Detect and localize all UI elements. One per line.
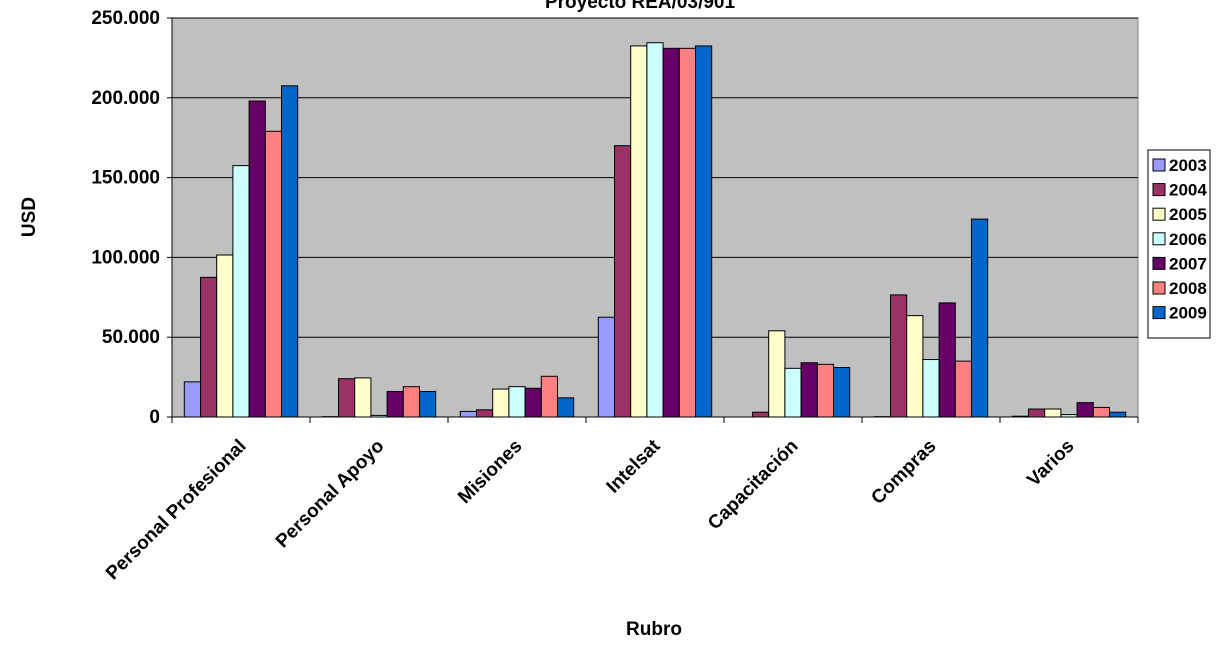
- legend-label: 2008: [1169, 279, 1207, 298]
- bar-2009: [696, 46, 712, 417]
- bar-2004: [753, 412, 769, 417]
- bar-2008: [955, 361, 971, 417]
- bar-2005: [1045, 409, 1061, 417]
- bar-2008: [541, 376, 557, 417]
- bar-2007: [249, 101, 265, 417]
- bar-2006: [923, 360, 939, 417]
- bar-2005: [769, 331, 785, 417]
- bar-2005: [493, 389, 509, 417]
- bar-2009: [972, 219, 988, 417]
- bar-2008: [403, 387, 419, 417]
- bar-2004: [615, 146, 631, 417]
- legend-swatch-2005: [1153, 208, 1165, 220]
- bar-2009: [420, 391, 436, 417]
- bar-2006: [647, 43, 663, 417]
- y-tick-label: 200.000: [91, 88, 160, 109]
- bar-2003: [184, 382, 200, 417]
- legend: 2003 2004 2005 2006 2007 2008 2009: [1148, 150, 1210, 338]
- x-axis-label: Rubro: [626, 619, 682, 640]
- bar-2004: [891, 295, 907, 417]
- legend-label: 2005: [1169, 205, 1207, 224]
- y-tick-label: 50.000: [102, 327, 160, 348]
- legend-swatch-2006: [1153, 233, 1165, 245]
- bar-2005: [355, 378, 371, 417]
- bar-2008: [1093, 407, 1109, 417]
- legend-label: 2004: [1169, 181, 1207, 200]
- x-tick-label: Personal Profesional: [102, 436, 251, 585]
- bar-2009: [834, 368, 850, 417]
- x-tick-label: Personal Apoyo: [272, 436, 389, 553]
- bar-2004: [201, 277, 217, 417]
- bar-2006: [233, 166, 249, 417]
- legend-label: 2003: [1169, 156, 1207, 175]
- bar-2005: [217, 255, 233, 417]
- bar-2007: [525, 388, 541, 417]
- legend-swatch-2004: [1153, 184, 1165, 196]
- y-tick-label: 100.000: [91, 247, 160, 268]
- y-axis-label: USD: [19, 197, 40, 237]
- legend-swatch-2009: [1153, 307, 1165, 319]
- bar-2003: [598, 317, 614, 417]
- x-tick-label: Capacitación: [704, 436, 802, 534]
- bar-2007: [801, 363, 817, 417]
- legend-swatch-2003: [1153, 159, 1165, 171]
- legend-swatch-2007: [1153, 257, 1165, 269]
- bar-2007: [1077, 403, 1093, 417]
- y-tick-label: 0: [149, 407, 160, 428]
- bar-2003: [460, 411, 476, 417]
- bar-2006: [509, 387, 525, 417]
- bar-2005: [631, 46, 647, 417]
- x-tick-label: Intelsat: [603, 435, 665, 497]
- bar-2005: [907, 316, 923, 417]
- bar-2009: [1110, 412, 1126, 417]
- bar-2009: [282, 86, 298, 417]
- legend-label: 2006: [1169, 230, 1207, 249]
- bar-2007: [939, 303, 955, 417]
- bar-2006: [785, 368, 801, 417]
- legend-swatch-2008: [1153, 282, 1165, 294]
- bar-2007: [387, 391, 403, 417]
- legend-label: 2007: [1169, 254, 1207, 273]
- y-tick-labels: 0 50.000 100.000 150.000 200.000 250.000: [91, 8, 160, 428]
- bar-2008: [679, 48, 695, 417]
- bar-2008: [817, 364, 833, 417]
- bar-2004: [1029, 409, 1045, 417]
- y-tick-label: 250.000: [91, 8, 160, 29]
- bar-2004: [477, 410, 493, 417]
- bar-2007: [663, 48, 679, 417]
- x-tick-label: Varios: [1023, 436, 1078, 491]
- legend-label: 2009: [1169, 304, 1207, 323]
- x-tick-label: Misiones: [454, 436, 526, 508]
- bar-2009: [558, 398, 574, 417]
- bar-2008: [265, 131, 281, 417]
- chart-title: Proyecto REA/03/901: [545, 0, 736, 13]
- x-tick-label: Compras: [867, 436, 940, 509]
- bar-2004: [339, 379, 355, 417]
- y-tick-label: 150.000: [91, 168, 160, 189]
